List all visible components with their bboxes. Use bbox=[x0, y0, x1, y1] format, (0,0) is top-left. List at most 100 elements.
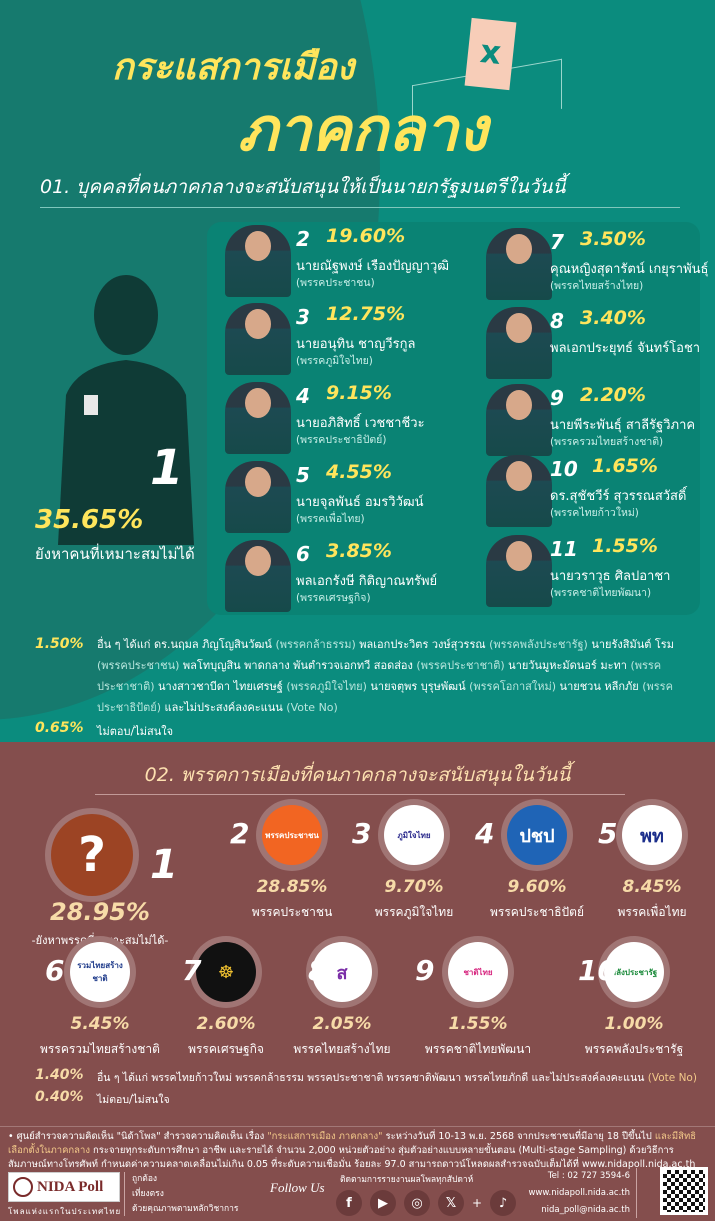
no-answer-label: ไม่ตอบ/ไม่สนใจ bbox=[97, 725, 174, 738]
candidate-photo bbox=[225, 303, 291, 375]
undecided-logo: ? bbox=[45, 808, 139, 902]
candidate-party: (พรรคภูมิใจไทย) bbox=[296, 355, 373, 367]
party-name: พรรคภูมิใจไทย bbox=[374, 905, 454, 919]
facebook-icon[interactable]: f bbox=[336, 1190, 362, 1216]
party-name: พรรครวมไทยสร้างชาติ bbox=[40, 1042, 160, 1056]
footnote-part: กระจายทุกระดับการศึกษา อาชีพ และรายได้ จ… bbox=[8, 1145, 696, 1170]
top-label: ยังหาคนที่เหมาะสมไม่ได้ bbox=[35, 545, 195, 563]
party-no-answer-label: ไม่ตอบ/ไม่สนใจ bbox=[97, 1094, 170, 1106]
nida-poll-logo: NIDA Poll bbox=[8, 1172, 120, 1202]
candidate-party: (พรรคเพื่อไทย) bbox=[296, 513, 365, 525]
rank-1: 1 bbox=[150, 440, 184, 496]
party-logo: ชาติไทย bbox=[442, 936, 514, 1008]
candidate-percent: 3.85% bbox=[326, 540, 392, 562]
candidate-photo bbox=[486, 228, 552, 300]
candidate-name: นายอนุทิน ชาญวีรกูล bbox=[296, 337, 416, 352]
candidate-photo bbox=[225, 382, 291, 454]
candidate-rank: 5 bbox=[296, 463, 310, 487]
candidate-name: พลเอกรังษี กิติญาณทรัพย์ bbox=[296, 574, 438, 589]
party-rank: 9 bbox=[415, 954, 435, 987]
party-percent: 5.45% bbox=[70, 1014, 130, 1034]
candidate-percent: 19.60% bbox=[326, 225, 406, 247]
youtube-icon[interactable]: ▶ bbox=[370, 1190, 396, 1216]
follow-us: Follow Us bbox=[270, 1180, 325, 1195]
others-part: (พรรคประชาธิปัตย์) bbox=[97, 680, 673, 714]
party-logo-mark: ส bbox=[312, 942, 372, 1002]
section-2-heading: 02. พรรคการเมืองที่คนภาคกลางจะสนับสนุนใน… bbox=[144, 764, 571, 786]
others-part: (พรรคประชาชาติ) bbox=[416, 659, 505, 672]
candidate-photo bbox=[225, 461, 291, 533]
website-link[interactable]: www.nidapoll.nida.ac.th bbox=[528, 1188, 630, 1198]
candidate-percent: 1.55% bbox=[592, 535, 658, 557]
plus-sign: + bbox=[472, 1196, 483, 1210]
party-others-text: อื่น ๆ ได้แก่ พรรคไทยก้าวใหม่ พรรคกล้าธร… bbox=[97, 1072, 697, 1084]
candidate-percent: 12.75% bbox=[326, 303, 406, 325]
party-name: พรรคประชาชน bbox=[251, 905, 333, 919]
party-logo: ภูมิใจไทย bbox=[378, 799, 450, 871]
x-icon[interactable]: 𝕏 bbox=[438, 1190, 464, 1216]
candidate-rank: 2 bbox=[296, 227, 310, 251]
candidate-party: (พรรครวมไทยสร้างชาติ) bbox=[550, 436, 664, 448]
others-part: นายวันมูหะมัดนอร์ มะทา bbox=[504, 659, 631, 672]
social-links: f ▶ ◎ 𝕏 + ♪ bbox=[336, 1190, 517, 1216]
others-part: พลโทบุญสิน พาดกลาง พันตำรวจเอกทวี สอดส่อ… bbox=[179, 659, 417, 672]
party-rank: 3 bbox=[352, 817, 372, 850]
party-logo: พรรคประชาชน bbox=[256, 799, 328, 871]
party-logo-mark: ☸ bbox=[196, 942, 256, 1002]
instagram-icon[interactable]: ◎ bbox=[404, 1190, 430, 1216]
others-part: (Vote No) bbox=[286, 701, 338, 714]
candidate-name: นายพีระพันธุ์ สาลีรัฐวิภาค bbox=[550, 418, 696, 433]
party-logo-mark: ชาติไทย bbox=[448, 942, 508, 1002]
divider bbox=[0, 1126, 715, 1127]
others-part: นายจตุพร บุรุษพัฒน์ bbox=[366, 680, 470, 693]
divider bbox=[95, 794, 625, 795]
candidate-name: นายวราวุธ ศิลปอาชา bbox=[550, 569, 671, 584]
candidate-percent: 4.55% bbox=[326, 461, 392, 483]
candidate-rank: 9 bbox=[550, 386, 564, 410]
party-percent: 8.45% bbox=[622, 877, 682, 897]
ballot-icon: x bbox=[464, 17, 517, 91]
title-line-1: กระแสการเมือง bbox=[112, 47, 355, 88]
candidate-party: (พรรคไทยสร้างไทย) bbox=[550, 280, 644, 292]
party-logo-mark: พท bbox=[622, 805, 682, 865]
party-logo-mark: พลังประชารัฐ bbox=[604, 942, 664, 1002]
follow-sub: ติดตามการรายงานผลโพลทุกสัปดาห์ bbox=[340, 1175, 474, 1185]
others-text: อื่น ๆ ได้แก่ ดร.นฤมล ภิญโญสินวัฒน์ (พรร… bbox=[97, 634, 697, 718]
party-name: พรรคชาติไทยพัฒนา bbox=[424, 1042, 532, 1056]
party-rank: 8 bbox=[308, 954, 328, 987]
others-part: นางสาวชาบีดา ไทยเศรษฐ์ bbox=[154, 680, 287, 693]
party-name: พรรคเศรษฐกิจ bbox=[188, 1042, 264, 1056]
qr-code[interactable] bbox=[660, 1167, 708, 1215]
silhouette-icon bbox=[58, 275, 194, 545]
party-percent: 1.55% bbox=[448, 1014, 508, 1034]
motto: ถูกต้อง เที่ยงตรง ด้วยคุณภาพตามหลักวิชาการ bbox=[132, 1174, 239, 1214]
candidate-name: พลเอกประยุทธ์ จันทร์โอชา bbox=[550, 341, 701, 356]
candidate-photo bbox=[486, 384, 552, 456]
email-link[interactable]: nida_poll@nida.ac.th bbox=[541, 1205, 630, 1215]
candidate-rank: 7 bbox=[550, 230, 564, 254]
candidate-percent: 1.65% bbox=[592, 455, 658, 477]
others-part: (พรรคกล้าธรรม) bbox=[275, 638, 356, 651]
party-name: พรรคไทยสร้างไทย bbox=[293, 1042, 391, 1056]
party-rank: 6 bbox=[45, 954, 65, 987]
candidate-photo bbox=[225, 540, 291, 612]
candidate-name: คุณหญิงสุดารัตน์ เกยุราพันธุ์ bbox=[550, 262, 709, 277]
divider bbox=[40, 207, 680, 208]
candidate-name: นายจุลพันธ์ อมรวิวัฒน์ bbox=[296, 495, 424, 510]
tiktok-icon[interactable]: ♪ bbox=[490, 1190, 517, 1216]
party-logo: พลังประชารัฐ bbox=[598, 936, 670, 1008]
footnote-part: ระหว่างวันที่ 10-13 พ.ย. 2568 จากประชาชน… bbox=[382, 1131, 655, 1142]
party-percent: 2.05% bbox=[312, 1014, 372, 1034]
party-percent: 9.60% bbox=[507, 877, 567, 897]
party-name: พรรคพลังประชารัฐ bbox=[584, 1042, 684, 1056]
party-percent: 1.00% bbox=[604, 1014, 664, 1034]
party-rank-1: 1 bbox=[150, 842, 178, 888]
others-part: (พรรคโอกาสใหม่) bbox=[469, 680, 557, 693]
candidate-photo bbox=[486, 535, 552, 607]
candidate-name: นายณัฐพงษ์ เรืองปัญญาวุฒิ bbox=[296, 259, 449, 274]
section-1-heading: 01. บุคคลที่คนภาคกลางจะสนับสนุนให้เป็นนา… bbox=[40, 176, 566, 198]
others-part: นายชวน หลีกภัย bbox=[556, 680, 643, 693]
party-logo-mark: ปชป bbox=[507, 805, 567, 865]
party-logo: พท bbox=[616, 799, 688, 871]
others-part: (พรรคภูมิใจไทย) bbox=[286, 680, 367, 693]
